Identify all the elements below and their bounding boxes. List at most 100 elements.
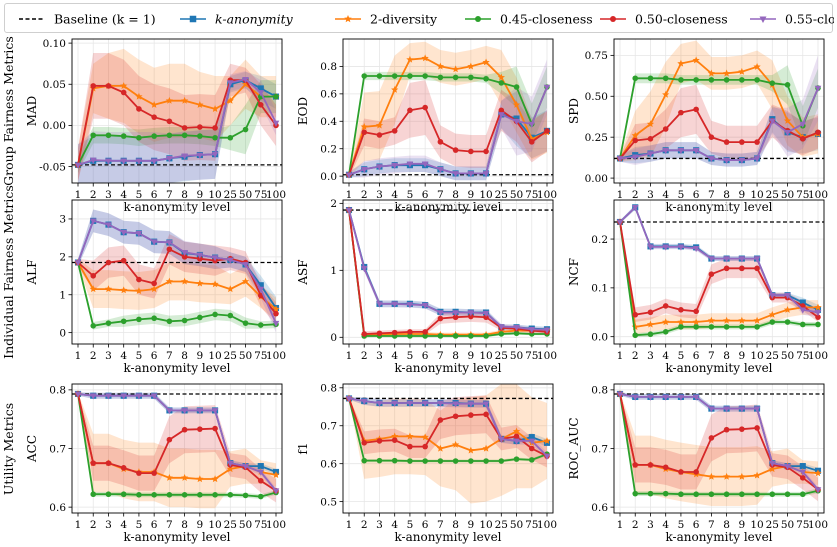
data-point (513, 433, 520, 440)
data-point (647, 490, 654, 497)
x-tick-label: 6 (693, 189, 700, 201)
confidence-band (78, 258, 276, 321)
x-axis-label: k-anonymity level (123, 530, 230, 544)
data-point (662, 328, 669, 335)
x-tick-label: 4 (391, 189, 398, 201)
y-tick-label: 0.75 (585, 50, 608, 62)
x-tick-label: 4 (662, 189, 669, 201)
data-point (257, 102, 264, 108)
data-point (135, 158, 143, 165)
y-tick-label: 0.50 (585, 91, 608, 103)
data-point (74, 260, 82, 267)
data-point (723, 324, 730, 330)
series-line (77, 393, 277, 492)
data-point (528, 139, 535, 145)
x-tick-label: 2 (90, 189, 97, 201)
data-point (196, 101, 204, 108)
data-point (151, 133, 157, 139)
data-point (166, 246, 173, 253)
data-point (662, 75, 669, 82)
data-point (662, 464, 669, 471)
data-point (166, 492, 173, 498)
data-point (708, 324, 715, 330)
x-tick-label: 25 (495, 350, 508, 362)
confidence-band (620, 392, 818, 502)
confidence-band (349, 91, 547, 181)
data-point (498, 80, 505, 86)
data-point (468, 148, 474, 155)
x-tick-label: 50 (510, 189, 523, 201)
x-tick-label: 50 (781, 519, 794, 531)
x-tick-label: 100 (808, 350, 828, 362)
data-point (528, 457, 535, 463)
data-point (708, 271, 715, 277)
x-tick-label: 1 (75, 519, 82, 531)
data-point (662, 90, 670, 98)
x-tick-label: 3 (647, 350, 654, 362)
data-point (360, 122, 368, 130)
data-point (272, 471, 280, 478)
x-axis-label: k-anonymity level (665, 200, 772, 214)
data-point (196, 408, 204, 415)
x-tick-label: 100 (537, 519, 557, 531)
data-point (753, 63, 761, 70)
legend-marker (610, 16, 616, 22)
data-point (407, 73, 413, 79)
confidence-band (349, 395, 547, 468)
data-point (272, 488, 280, 495)
confidence-band (78, 48, 276, 182)
x-tick-label: 2 (632, 519, 639, 531)
data-point (211, 105, 219, 113)
x-tick-label: 100 (808, 519, 828, 531)
y-tick-label: 0.8 (49, 385, 66, 397)
x-tick-label: 7 (708, 519, 715, 531)
y-tick-label: 0.5 (320, 496, 337, 508)
data-point (135, 92, 143, 100)
data-point (662, 147, 669, 155)
data-point (406, 432, 414, 440)
data-point (482, 401, 490, 408)
data-point (754, 265, 760, 272)
data-point (544, 128, 550, 134)
x-tick-label: 3 (647, 189, 654, 201)
series-line (77, 78, 277, 166)
x-tick-label: 2 (90, 519, 97, 531)
data-point (211, 151, 219, 158)
data-point (693, 77, 699, 83)
data-point (120, 257, 127, 264)
data-point (257, 90, 265, 97)
data-point (452, 310, 459, 317)
data-point (482, 444, 490, 452)
data-point (467, 62, 475, 70)
data-point (647, 75, 654, 82)
data-point (89, 218, 97, 225)
data-point (151, 315, 157, 322)
x-tick-label: 10 (479, 519, 492, 531)
x-axis-label: k-anonymity level (665, 530, 772, 544)
data-point (197, 124, 203, 130)
confidence-band (349, 397, 547, 460)
data-point (181, 474, 189, 481)
legend-item: 2-diversity (335, 12, 438, 27)
data-point (391, 162, 398, 169)
data-point (662, 303, 669, 309)
data-point (513, 330, 520, 337)
x-axis-label: k-anonymity level (394, 200, 501, 214)
x-tick-label: 3 (376, 519, 383, 531)
data-point (407, 107, 413, 114)
data-point (692, 318, 700, 326)
data-point (783, 117, 792, 124)
legend-item: Baseline (k = 1) (19, 12, 156, 27)
data-point (814, 303, 822, 311)
data-point (631, 205, 639, 212)
y-tick-label: 0.7 (49, 443, 66, 455)
data-point (166, 132, 173, 139)
data-point (361, 331, 368, 337)
y-tick-label: 0.05 (43, 79, 66, 91)
y-tick-label: 0 (59, 327, 66, 339)
data-point (678, 109, 684, 116)
